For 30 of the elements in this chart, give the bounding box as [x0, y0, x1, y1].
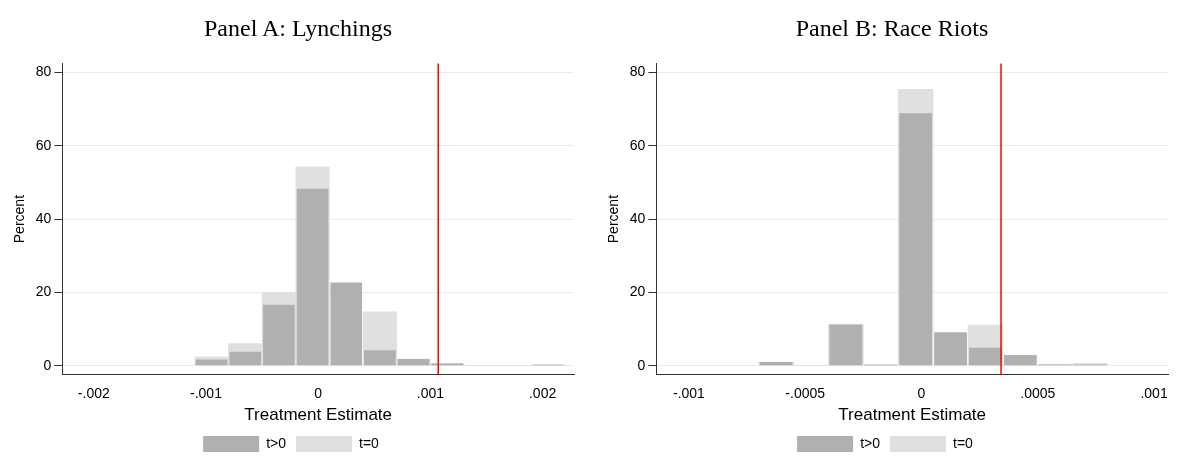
x-tick-label: -.001 [190, 385, 223, 402]
legend-label: t=0 [953, 434, 974, 451]
y-tick-label: 40 [35, 209, 52, 226]
chart-title: Panel B: Race Riots [794, 14, 990, 43]
x-axis-title: Treatment Estimate [244, 405, 393, 425]
x-tick-label: -.002 [77, 385, 110, 402]
y-tick-label: 80 [629, 63, 646, 80]
x-tick-label: -.001 [672, 385, 706, 402]
x-tick-label: .002 [528, 385, 557, 402]
legend-label: t=0 [359, 434, 380, 451]
x-tick-label: .001 [1140, 385, 1168, 402]
y-tick-label: 0 [637, 356, 646, 373]
legend-label: t>0 [266, 434, 287, 451]
y-axis-title: Percent [11, 194, 28, 244]
x-tick-label: -.0005 [785, 385, 826, 402]
x-tick-label: .0005 [1020, 385, 1056, 402]
y-tick-label: 60 [629, 136, 646, 153]
y-axis-title: Percent [605, 194, 622, 244]
x-tick-label: 0 [917, 385, 926, 402]
y-tick-label: 80 [35, 63, 52, 80]
legend-label: t>0 [860, 434, 881, 451]
x-tick-label: .001 [416, 385, 445, 402]
chart-title: Panel A: Lynchings [203, 14, 393, 43]
y-tick-label: 20 [35, 283, 52, 300]
y-tick-label: 0 [43, 356, 52, 373]
y-tick-label: 40 [629, 209, 646, 226]
x-tick-label: 0 [314, 385, 323, 402]
x-axis-title: Treatment Estimate [838, 405, 987, 425]
y-tick-label: 60 [35, 136, 52, 153]
y-tick-label: 20 [629, 283, 646, 300]
